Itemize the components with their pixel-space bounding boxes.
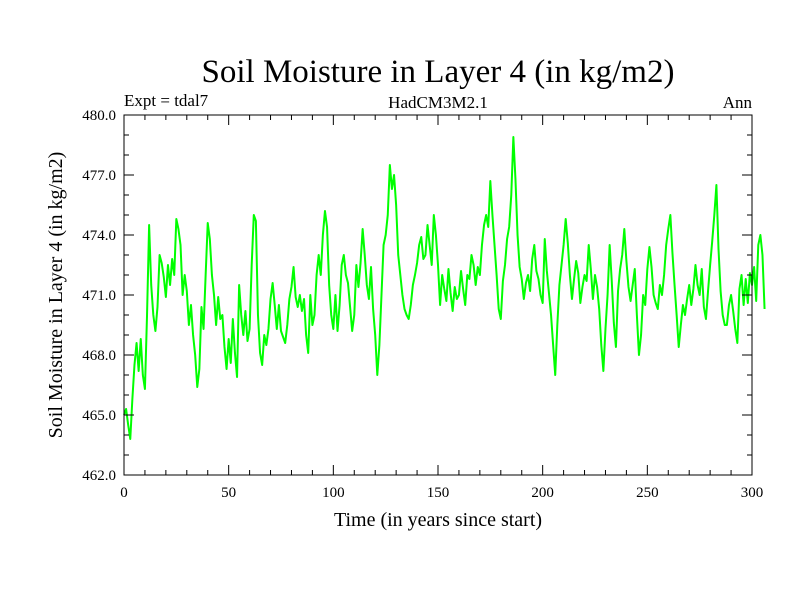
plot-frame xyxy=(123,114,753,476)
x-axis-label: Time (in years since start) xyxy=(334,509,542,531)
y-tick-label: 462.0 xyxy=(82,468,116,484)
experiment-label: Expt = tdal7 xyxy=(124,91,209,110)
chart-title: Soil Moisture in Layer 4 (in kg/m2) xyxy=(202,54,675,90)
y-tick-labels: 462.0 465.0 468.0 471.0 474.0 477.0 480.0 xyxy=(82,108,116,484)
x-tick-label: 0 xyxy=(120,485,128,501)
x-tick-label: 150 xyxy=(427,485,450,501)
y-tick-label: 480.0 xyxy=(82,108,116,124)
y-tick-label: 468.0 xyxy=(82,348,116,364)
model-label: HadCM3M2.1 xyxy=(388,93,488,112)
y-tick-label: 477.0 xyxy=(82,168,116,184)
period-label: Ann xyxy=(723,93,753,112)
y-tick-label: 471.0 xyxy=(82,288,116,304)
x-tick-label: 200 xyxy=(531,485,554,501)
y-tick-label: 474.0 xyxy=(82,228,116,244)
y-tick-label: 465.0 xyxy=(82,408,116,424)
x-tick-label: 300 xyxy=(741,485,764,501)
x-tick-label: 50 xyxy=(221,485,236,501)
y-axis-label: Soil Moisture in Layer 4 (in kg/m2) xyxy=(45,152,67,439)
data-line xyxy=(123,136,766,440)
axis-ticks xyxy=(123,114,753,476)
x-tick-labels: 0 50 100 150 200 250 300 xyxy=(120,485,763,501)
x-tick-label: 250 xyxy=(636,485,659,501)
x-tick-label: 100 xyxy=(322,485,345,501)
plot-area xyxy=(123,114,766,476)
